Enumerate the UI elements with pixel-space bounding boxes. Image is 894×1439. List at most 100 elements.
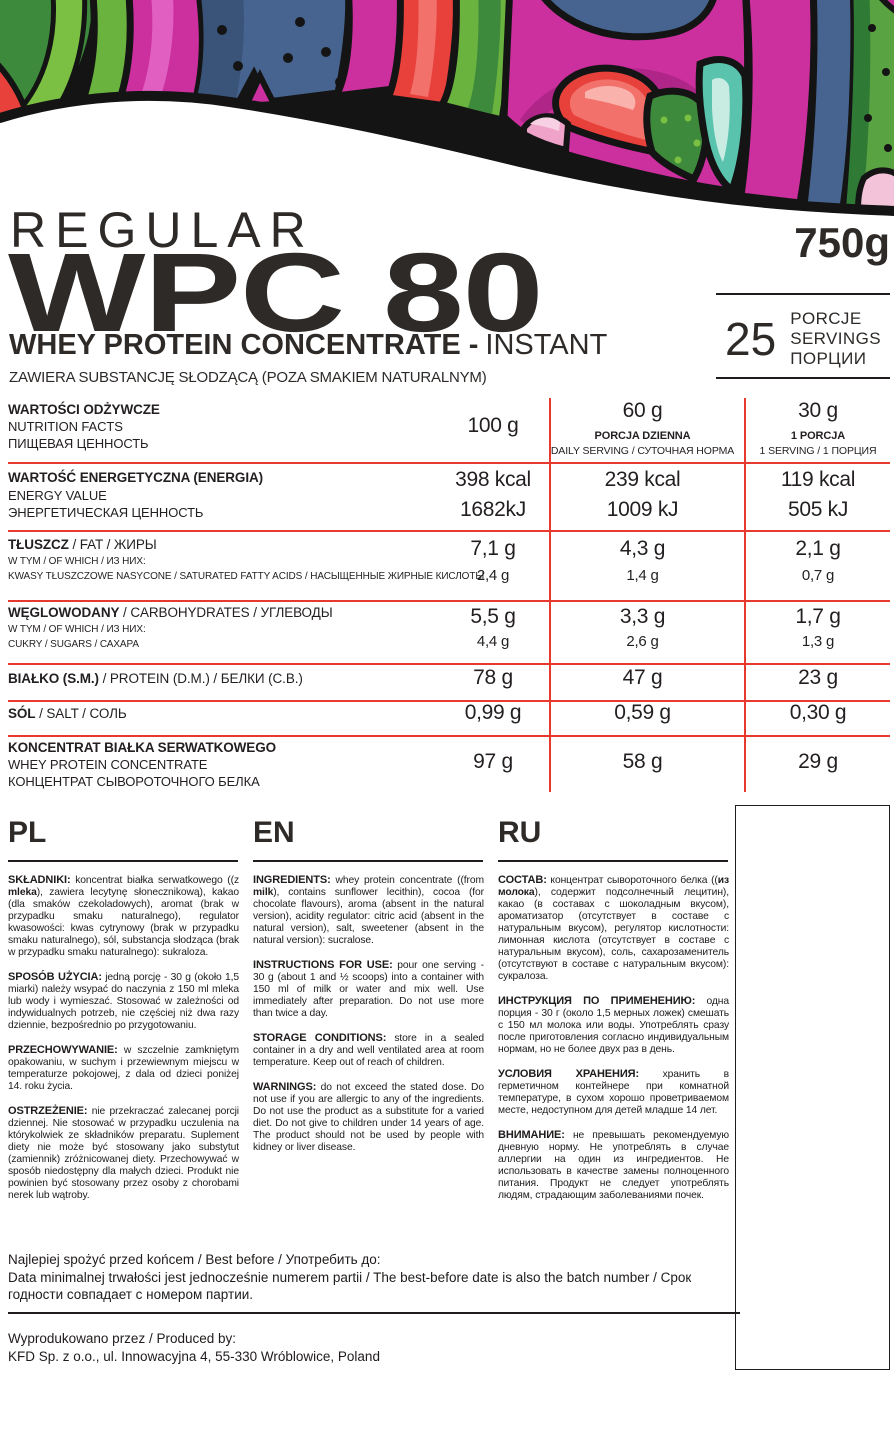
energy-60g-kj: 1009 kJ xyxy=(606,498,679,521)
lang-rule-en xyxy=(253,860,483,862)
salt-60g: 0,59 g xyxy=(614,701,671,724)
en-storage-text: store in a sealed container in a dry and… xyxy=(253,1033,484,1068)
salt-label: SÓL / SALT / СОЛЬ xyxy=(8,706,127,721)
table-vline-1 xyxy=(549,398,551,792)
table-hline-4 xyxy=(8,663,890,665)
protein-100g: 78 g xyxy=(473,666,513,689)
en-usage: INSTRUCTIONS FOR USE: pour one serving -… xyxy=(253,959,484,1020)
ru-warning-text: не превышать рекомендуемую дневную норму… xyxy=(498,1130,729,1201)
en-ingredients-pre: whey protein concentrate ((from xyxy=(330,875,484,886)
pl-usage: SPOSÓB UŻYCIA: jedną porcję - 30 g (okoł… xyxy=(8,971,239,1032)
lang-header-ru: RU xyxy=(498,816,542,849)
carbs-sugars-label: CUKRY / SUGARS / САХАРА xyxy=(8,639,139,650)
sugars-100g: 4,4 g xyxy=(476,633,510,650)
fat-label-rest: / FAT / ЖИРЫ xyxy=(68,537,157,552)
carbs-label-rest: / CARBOHYDRATES / УГЛЕВОДЫ xyxy=(119,605,333,620)
col-30g-label-en-ru: 1 SERVING / 1 ПОРЦИЯ xyxy=(759,445,877,457)
servings-labels: PORCJE SERVINGS ПОРЦИИ xyxy=(790,309,881,369)
fat-sat-30g: 0,7 g xyxy=(801,567,835,584)
fat-sat-60g: 1,4 g xyxy=(626,567,659,584)
wpc-30g: 29 g xyxy=(798,750,838,773)
pl-ingredients: SKŁADNIKI: koncentrat białka serwatkoweg… xyxy=(8,874,239,959)
salt-label-rest: / SALT / СОЛЬ xyxy=(35,706,127,721)
protein-30g: 23 g xyxy=(798,666,838,689)
product-subtitle: WHEY PROTEIN CONCENTRATE - INSTANT xyxy=(9,331,607,360)
en-warning-label: WARNINGS: xyxy=(253,1081,317,1093)
ru-storage-text: хранить в герметичном контейнере при ком… xyxy=(498,1069,729,1116)
wpc-label-en: WHEY PROTEIN CONCENTRATE xyxy=(8,757,208,772)
en-usage-label: INSTRUCTIONS FOR USE: xyxy=(253,959,393,971)
pl-storage: PRZECHOWYWANIE: w szczelnie zamkniętym o… xyxy=(8,1044,239,1093)
servings-label-pl: PORCJE xyxy=(790,309,862,328)
lang-header-pl: PL xyxy=(8,816,47,849)
en-ingredients-label: INGREDIENTS: xyxy=(253,874,331,886)
subtitle-main: WHEY PROTEIN CONCENTRATE - xyxy=(9,329,479,361)
col-60g-header: 60 g xyxy=(622,399,663,422)
sugars-60g: 2,6 g xyxy=(626,633,659,650)
salt-30g: 0,30 g xyxy=(789,701,847,724)
pl-usage-text: jedną porcję - 30 g (około 1,5 miarki) n… xyxy=(8,972,239,1031)
product-name: WPC 80 xyxy=(8,230,544,355)
protein-label: BIAŁKO (S.M.) / PROTEIN (D.M.) / БЕЛКИ (… xyxy=(8,671,303,686)
producer-address: KFD Sp. z o.o., ul. Innowacyjna 4, 55-33… xyxy=(8,1349,380,1364)
carbs-label-bold: WĘGLOWODANY xyxy=(8,605,120,620)
table-hline-5 xyxy=(8,700,890,702)
lang-rule-pl xyxy=(8,860,238,862)
fat-60g: 4,3 g xyxy=(619,537,666,560)
ru-usage-text: одна порция - 30 г (около 1,5 мерных лож… xyxy=(498,996,729,1055)
pl-ingredients-allergen: mleka xyxy=(8,887,37,898)
carbs-30g: 1,7 g xyxy=(795,605,841,628)
en-warning-text: do not exceed the stated dose. Do not us… xyxy=(253,1082,484,1153)
pl-storage-text: w szczelnie zamkniętym opakowaniu, w suc… xyxy=(8,1045,239,1092)
ru-usage-label: ИНСТРУКЦИЯ ПО ПРИМЕНЕНИЮ: xyxy=(498,995,696,1007)
ru-storage-label: УСЛОВИЯ ХРАНЕНИЯ: xyxy=(498,1068,640,1080)
servings-count: 25 xyxy=(725,313,777,365)
salt-label-bold: SÓL xyxy=(8,706,36,721)
table-hline-1 xyxy=(8,462,890,464)
col-30g-label-pl: 1 PORCJA xyxy=(790,430,846,442)
pl-warning: OSTRZEŻENIE: nie przekraczać zalecanej p… xyxy=(8,1105,239,1202)
ru-ingredients-allergen: из молока xyxy=(498,875,729,898)
sugars-30g: 1,3 g xyxy=(801,633,835,650)
energy-30g-kcal: 119 kcal xyxy=(780,468,856,491)
wpc-label-pl: KONCENTRAT BIAŁKA SERWATKOWEGO xyxy=(8,740,276,755)
pl-usage-label: SPOSÓB UŻYCIA: xyxy=(8,971,102,983)
carbs-ofwhich-label: W TYM / OF WHICH / ИЗ НИХ: xyxy=(8,624,146,635)
best-before-line: Najlepiej spożyć przed końcem / Best bef… xyxy=(8,1252,381,1267)
energy-label-pl: WARTOŚĆ ENERGETYCZNA (ENERGIA) xyxy=(8,470,264,485)
fat-saturated-label: KWASY TŁUSZCZOWE NASYCONE / SATURATED FA… xyxy=(8,571,485,582)
pl-ingredients-post: ), zawiera lecytynę słonecznikową), kaka… xyxy=(8,887,239,958)
en-storage: STORAGE CONDITIONS: store in a sealed co… xyxy=(253,1032,484,1069)
pl-ingredients-pre: koncentrat białka serwatkowego ((z xyxy=(70,875,239,886)
table-hline-6 xyxy=(8,735,890,737)
table-hline-2 xyxy=(8,530,890,532)
fat-sat-100g: 2,4 g xyxy=(476,567,510,584)
en-ingredients-post: ), contains sunflower lecithin), cocoa (… xyxy=(253,887,484,946)
lang-header-en: EN xyxy=(253,816,295,849)
table-hline-3 xyxy=(8,600,890,602)
footer-divider xyxy=(8,1312,740,1314)
fat-label-bold: TŁUSZCZ xyxy=(8,537,69,552)
product-range: REGULAR xyxy=(10,202,315,258)
pl-ingredients-label: SKŁADNIKI: xyxy=(8,874,71,886)
col-30g-header: 30 g xyxy=(798,399,838,422)
ru-usage: ИНСТРУКЦИЯ ПО ПРИМЕНЕНИЮ: одна порция - … xyxy=(498,995,729,1056)
energy-label-ru: ЭНЕРГЕТИЧЕСКАЯ ЦЕННОСТЬ xyxy=(8,505,204,520)
nutrition-title-pl: WARTOŚCI ODŻYWCZE xyxy=(8,402,160,417)
en-ingredients-allergen: milk xyxy=(253,887,274,898)
subtitle-instant: INSTANT xyxy=(485,329,608,361)
wpc-60g: 58 g xyxy=(622,750,663,773)
energy-60g-kcal: 239 kcal xyxy=(604,468,681,491)
protein-60g: 47 g xyxy=(622,666,663,689)
lang-column-en: INGREDIENTS: whey protein concentrate ((… xyxy=(253,874,484,1166)
batch-stamp-box xyxy=(735,805,890,1370)
energy-100g-kcal: 398 kcal xyxy=(455,468,531,491)
table-vline-2 xyxy=(744,398,746,792)
ru-ingredients-pre: концентрат сывороточного белка (( xyxy=(546,875,718,886)
nutrition-title-en: NUTRITION FACTS xyxy=(8,419,123,434)
energy-label-en: ENERGY VALUE xyxy=(8,488,107,503)
fat-ofwhich-label: W TYM / OF WHICH / ИЗ НИХ: xyxy=(8,556,146,567)
servings-block: 25 PORCJE SERVINGS ПОРЦИИ xyxy=(716,303,890,375)
en-usage-text: pour one serving - 30 g (about 1 and ½ s… xyxy=(253,960,484,1019)
energy-100g-kj: 1682kJ xyxy=(460,498,526,521)
